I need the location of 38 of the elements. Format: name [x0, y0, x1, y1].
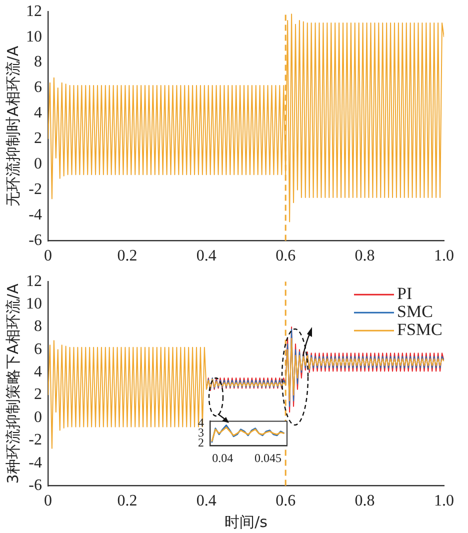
y-tick-label: -4	[28, 206, 42, 224]
y-tick-label: 8	[34, 54, 42, 71]
y-tick-label: 4	[34, 364, 42, 381]
y-tick-label: 4	[34, 104, 42, 122]
x-tick-label: 0.4	[196, 248, 216, 265]
y-tick-label: 10	[26, 28, 42, 46]
x-tick-label: 0.4	[196, 492, 216, 510]
y-tick-label: 12	[26, 272, 42, 290]
y-tick-label: 0	[34, 408, 42, 426]
x-tick-label: 0.6	[276, 492, 296, 510]
y-tick-label: -2	[28, 432, 42, 449]
y-tick-label: -2	[28, 181, 42, 198]
y-tick-label: 6	[34, 79, 42, 96]
y-tick-label: 12	[26, 2, 42, 20]
x-tick-label: 1.0	[434, 248, 454, 265]
y-tick-label: 8	[34, 318, 42, 336]
y-tick-label: 10	[26, 295, 42, 312]
y-tick-label: 0	[34, 156, 42, 173]
legend-label: SMC	[397, 302, 433, 322]
x-tick-label: 0.8	[354, 492, 375, 510]
legend-label: FSMC	[397, 320, 442, 340]
x-tick-label: 0.04	[212, 450, 234, 465]
x-tick-label: 0.045	[254, 450, 282, 465]
y-tick-label: -6	[28, 477, 42, 494]
y-tick-label: -6	[28, 232, 42, 250]
x-tick-label: 0.2	[117, 248, 138, 265]
x-tick-label: 1.0	[434, 492, 454, 510]
y-tick-label: 2	[34, 130, 42, 148]
y-tick-label: 6	[34, 340, 42, 358]
x-tick-label: 0.8	[354, 248, 375, 265]
x-tick-label: 0.2	[117, 492, 138, 510]
x-axis-title: 时间/s	[224, 512, 268, 531]
y-axis-title: 3种环流抑制策略下A相环流/A	[4, 282, 22, 484]
y-axis-title: 无环流抑制时A相环流/A	[4, 45, 22, 206]
y-tick-label: 2	[34, 386, 42, 404]
legend-label: PI	[397, 284, 412, 304]
x-tick-label: 0.6	[276, 248, 296, 265]
y-tick-label: -4	[28, 454, 42, 472]
